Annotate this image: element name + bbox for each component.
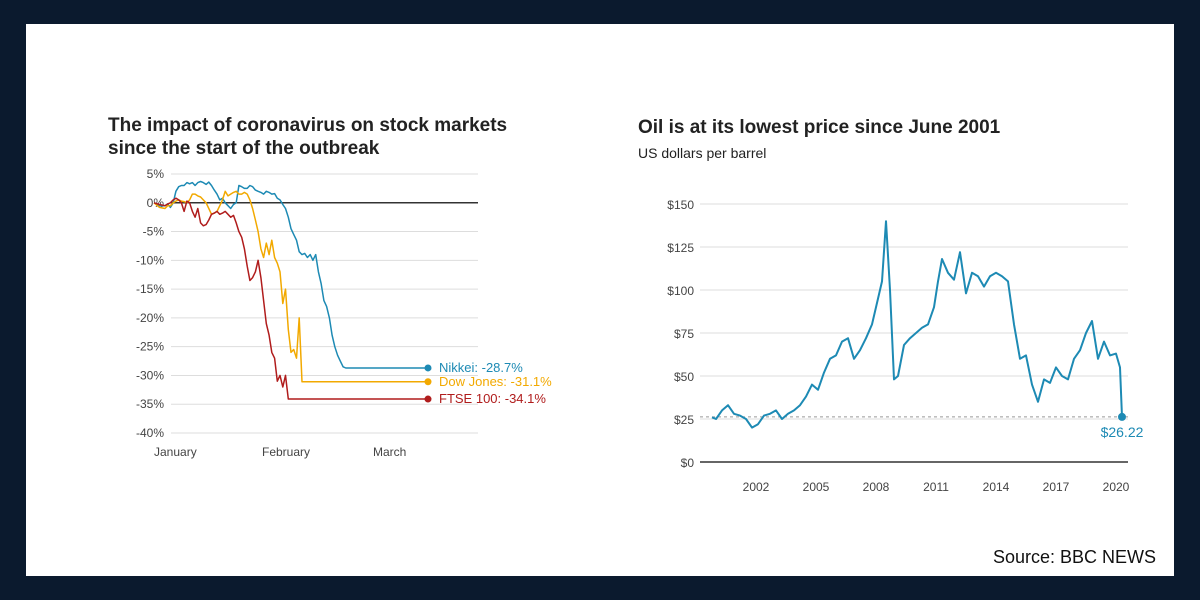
y-tick-label: -15% [136,282,164,296]
series-end-label-dow-jones: Dow Jones: -31.1% [439,374,552,389]
chart-panel: The impact of coronavirus on stock marke… [26,24,1174,576]
x-tick-label: 2005 [803,480,830,494]
x-tick-label: 2017 [1043,480,1070,494]
x-tick-label: 2014 [983,480,1010,494]
y-tick-label: $75 [674,327,694,341]
y-tick-label: 5% [147,167,165,181]
y-tick-label: -10% [136,253,164,267]
y-tick-label: $25 [674,413,694,427]
x-tick-label: February [262,445,310,459]
chart1-title: The impact of coronavirus on stock marke… [108,115,508,159]
y-tick-label: -25% [136,340,164,354]
chart2-title: Oil is at its lowest price since June 20… [638,117,1001,138]
series-line-nikkei [153,180,428,369]
oil-price-line [711,220,1123,429]
x-tick-label: 2011 [923,480,949,494]
y-tick-label: $0 [681,456,695,470]
x-tick-label: 2002 [743,480,770,494]
y-tick-label: -35% [136,397,164,411]
series-end-point-dow-jones [424,378,432,386]
series-end-label-ftse-100: FTSE 100: -34.1% [439,391,546,406]
x-tick-label: 2008 [863,480,890,494]
y-tick-label: $50 [674,370,694,384]
stock-markets-chart: 5%0%-5%-10%-15%-20%-25%-30%-35%-40%Janua… [136,167,552,459]
y-tick-label: $150 [667,198,694,212]
oil-end-point [1118,412,1126,421]
oil-price-chart: $0 $25 $50 $75 $100 $125 $150 2002 2005 2008 2011 2… [667,198,1143,494]
chart2-y-unit: US dollars per barrel [638,145,767,161]
series-end-point-nikkei [424,364,432,372]
series-end-point-ftse-100 [424,395,432,403]
source-credit: Source: BBC NEWS [992,547,1156,567]
oil-end-label: $26.22 [1101,424,1144,440]
series-end-label-nikkei: Nikkei: -28.7% [439,360,523,375]
x-tick-label: 2020 [1103,480,1130,494]
x-tick-label: January [154,445,197,459]
y-tick-label: $125 [667,241,694,255]
y-tick-label: $100 [667,284,694,298]
y-tick-label: -30% [136,368,164,382]
series-line-dow-jones [153,190,428,383]
y-tick-label: -5% [143,225,165,239]
y-tick-label: -20% [136,311,164,325]
x-tick-label: March [373,445,406,459]
y-tick-label: -40% [136,426,164,440]
series-line-ftse-100 [153,197,428,400]
